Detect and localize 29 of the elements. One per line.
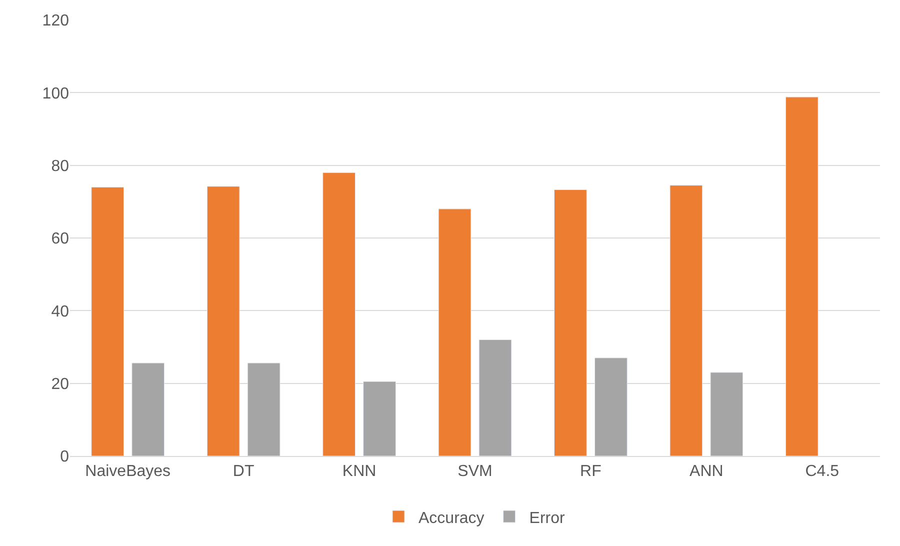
legend-label: Error bbox=[529, 510, 566, 527]
y-tick-label: 20 bbox=[51, 376, 70, 393]
y-tick-label: 0 bbox=[60, 448, 70, 466]
x-tick-label: RF bbox=[580, 463, 602, 480]
bar bbox=[478, 339, 512, 456]
legend-label: Accuracy bbox=[418, 510, 484, 527]
bar bbox=[91, 186, 124, 456]
bar bbox=[554, 189, 587, 456]
y-tick-label: 80 bbox=[51, 158, 70, 175]
y-tick-label: 60 bbox=[51, 230, 70, 248]
bar bbox=[710, 372, 744, 456]
x-tick-label: NaiveBayes bbox=[85, 463, 171, 480]
x-tick-label: SVM bbox=[458, 463, 492, 480]
bar bbox=[438, 208, 472, 456]
bar bbox=[785, 96, 818, 456]
y-tick-label: 40 bbox=[51, 303, 70, 320]
bar bbox=[363, 381, 396, 456]
bar bbox=[322, 172, 356, 456]
y-tick-label: 120 bbox=[42, 12, 70, 30]
y-tick-label: 100 bbox=[42, 85, 70, 102]
bar bbox=[247, 362, 280, 456]
x-tick-label: C4.5 bbox=[805, 463, 840, 480]
bar bbox=[206, 186, 240, 456]
x-tick-label: KNN bbox=[342, 463, 376, 480]
bar bbox=[594, 358, 628, 456]
bar bbox=[132, 362, 165, 456]
x-tick-label: DT bbox=[232, 463, 254, 480]
x-tick-label: ANN bbox=[690, 463, 724, 480]
bar bbox=[670, 185, 703, 456]
